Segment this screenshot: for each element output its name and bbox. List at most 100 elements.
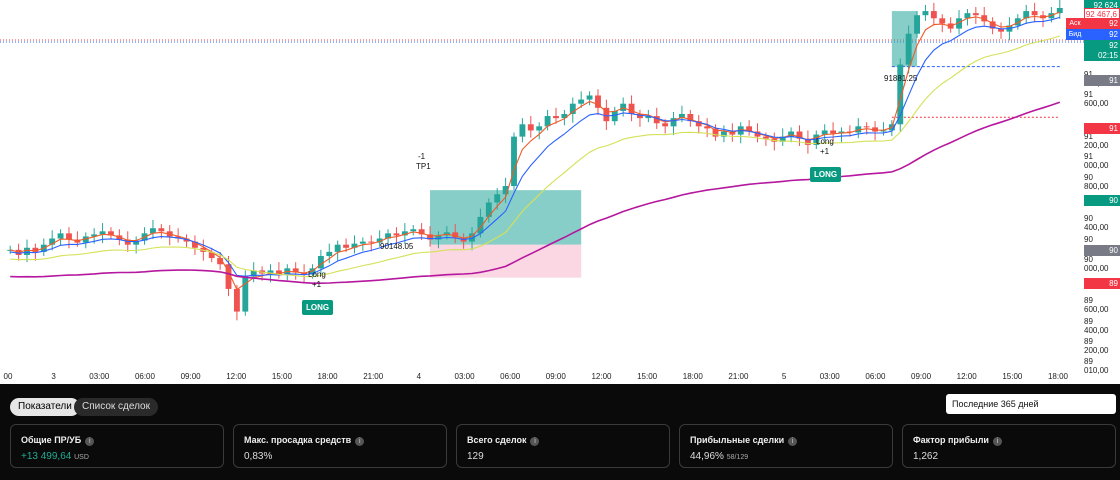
tab-trade-list[interactable]: Список сделок <box>74 398 158 416</box>
metric-suffix: USD <box>74 454 89 461</box>
candle-body <box>561 113 568 119</box>
candle-body <box>804 138 811 145</box>
candle-body <box>569 103 576 114</box>
ask-label: Аск <box>1066 18 1084 29</box>
time-tick-label: 03:00 <box>819 372 840 381</box>
time-tick-label: 21:00 <box>728 372 749 381</box>
candle-body <box>267 270 274 274</box>
candle-body <box>469 233 475 242</box>
candle-body <box>779 136 786 142</box>
candle-body <box>418 229 425 235</box>
candle-body <box>989 21 996 29</box>
long-entry-qty-2: +1 <box>820 147 830 156</box>
metric-value: 44,96% <box>690 451 724 462</box>
candle-body <box>217 258 224 265</box>
info-icon[interactable]: i <box>355 437 365 446</box>
candle-body <box>368 241 375 243</box>
strategy-tester-panel: Показатели Список сделок Последние 365 д… <box>0 384 1120 480</box>
level-tag-5: 89 809,98 <box>1084 278 1120 299</box>
ma-line <box>10 101 1061 284</box>
info-icon[interactable]: i <box>788 437 798 446</box>
metric-suffix: 58/129 <box>726 454 749 461</box>
candle-body <box>662 123 669 127</box>
metric-title: Общие ПР/УБ <box>21 435 82 445</box>
price-tag-top: 92 624 <box>1084 0 1120 11</box>
candle-body <box>964 13 971 19</box>
long-entry-label-1: Long <box>308 270 326 279</box>
long-badge-1[interactable]: LONG <box>302 300 334 315</box>
info-icon[interactable]: i <box>85 437 95 446</box>
candle-body <box>511 136 517 187</box>
price-tick-label: 89 010,00 <box>1084 357 1109 375</box>
price-tick-label: 90 000,00 <box>1084 255 1109 274</box>
candle-body <box>670 118 677 127</box>
time-tick-label: 4 <box>416 372 422 381</box>
tab-metrics[interactable]: Показатели <box>10 398 80 416</box>
date-range-select[interactable]: Последние 365 дней <box>946 394 1116 414</box>
bid-price-tag: 92 278,07 <box>1084 29 1120 50</box>
metric-card-net-profit: Общие ПР/УБ i +13 499,64 USD <box>10 424 224 468</box>
candle-body <box>133 240 140 245</box>
candle-body <box>930 11 937 19</box>
long-entry-label-2: Long <box>816 137 834 146</box>
time-tick-label: 09:00 <box>911 372 932 381</box>
candle-body <box>695 121 702 127</box>
metric-value: 1,262 <box>913 451 939 462</box>
candle-body <box>796 131 803 139</box>
long-badge-2[interactable]: LONG <box>810 167 842 182</box>
candle-body <box>49 238 56 245</box>
candle-body <box>1014 18 1021 26</box>
candlestick-plot[interactable] <box>0 0 1084 370</box>
candle-body <box>863 126 870 128</box>
metric-value: 129 <box>467 451 484 462</box>
candle-body <box>905 33 912 65</box>
candle-body <box>393 233 400 236</box>
candle-body <box>1023 11 1030 19</box>
candle-body <box>435 235 442 240</box>
candle-body <box>494 194 501 203</box>
candle-body <box>24 247 30 255</box>
candle-body <box>746 126 753 132</box>
candle-body <box>653 116 660 124</box>
candle-body <box>502 186 509 195</box>
countdown-tag: 02:15 <box>1084 50 1120 61</box>
candle-body <box>544 116 551 127</box>
candle-body <box>99 231 106 235</box>
level-tag-1: 91 882,32 <box>1084 75 1120 96</box>
price-tick-label: 89 600,00 <box>1084 296 1109 315</box>
time-tick-label: 09:00 <box>180 372 201 381</box>
candle-body <box>66 233 72 240</box>
candle-body <box>477 216 484 234</box>
time-tick-label: 06:00 <box>500 372 521 381</box>
candle-body <box>637 113 643 119</box>
candle-body <box>527 124 534 131</box>
time-tick-label: 00 <box>3 372 13 381</box>
ma-line <box>10 11 1061 291</box>
candle-body <box>611 110 618 122</box>
metric-card-win-rate: Прибыльные сделки i 44,96% 58/129 <box>679 424 893 468</box>
candle-body <box>292 268 299 273</box>
candle-body <box>628 103 635 114</box>
info-icon[interactable]: i <box>530 437 540 446</box>
candle-body <box>972 13 979 16</box>
tp1-qty: -1 <box>418 152 426 161</box>
candle-body <box>225 264 232 289</box>
candle-body <box>158 228 165 232</box>
candle-body <box>872 127 879 132</box>
candle-body <box>359 241 366 244</box>
candle-body <box>452 232 459 238</box>
ask-price-tag: 92 295,15 <box>1084 18 1120 39</box>
time-axis[interactable]: 00 3 03:00 06:00 09:00 12:00 15:00 18:00 21:00 4 0… <box>0 370 1084 384</box>
time-tick-label: 03:00 <box>454 372 475 381</box>
candle-body <box>250 270 257 277</box>
time-tick-label: 06:00 <box>134 372 155 381</box>
info-icon[interactable]: i <box>992 437 1002 446</box>
candle-body <box>595 95 601 108</box>
time-tick-label: 12:00 <box>591 372 612 381</box>
candle-body <box>603 107 610 122</box>
price-tick-label: 91 000,00 <box>1084 152 1109 171</box>
candle-body <box>939 18 946 24</box>
candle-body <box>191 241 198 248</box>
ma-line <box>10 16 1060 277</box>
